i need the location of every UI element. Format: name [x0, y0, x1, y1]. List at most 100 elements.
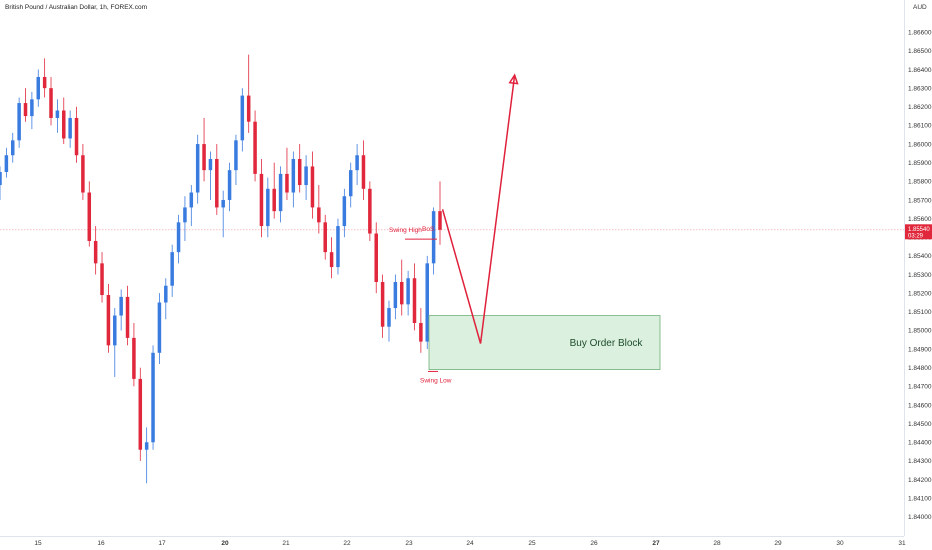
y-tick-label: 1.85200 — [908, 290, 932, 297]
x-tick-label: 20 — [221, 540, 229, 547]
x-tick-label: 24 — [466, 540, 474, 547]
candle-body — [387, 308, 391, 327]
swing-high-label: Swing High — [389, 227, 422, 234]
y-tick-label: 1.86000 — [908, 141, 932, 148]
y-tick-label: 1.84600 — [908, 402, 932, 409]
candle-body — [164, 285, 168, 303]
candle-body — [138, 378, 143, 450]
candle-body — [4, 155, 9, 173]
candle-body — [74, 117, 79, 156]
y-tick-label: 1.84300 — [908, 458, 932, 465]
swing-annotations: Swing High BoS Swing Low — [389, 226, 452, 384]
x-tick-label: 25 — [528, 540, 536, 547]
candle-body — [368, 188, 372, 234]
buy-order-block-zone — [428, 315, 661, 370]
y-tick-label: 1.84900 — [908, 346, 932, 353]
candle-body — [23, 103, 28, 117]
candle-body — [157, 302, 162, 353]
candle-body — [151, 352, 155, 443]
candle-body — [234, 140, 238, 171]
candle-body — [297, 158, 302, 186]
candle-body — [310, 166, 315, 208]
y-tick-label: 1.86500 — [908, 48, 932, 55]
x-tick-label: 29 — [774, 540, 782, 547]
candle-body — [132, 337, 136, 379]
x-tick-label: 23 — [405, 540, 413, 547]
candle-body — [253, 121, 257, 174]
candle-body — [285, 173, 289, 193]
candle-body — [246, 95, 251, 122]
candle-body — [81, 155, 85, 193]
candle-body — [380, 281, 385, 327]
candle-body — [170, 252, 174, 286]
y-tick-label: 1.85000 — [908, 328, 932, 335]
candle-countdown: 03:29 — [908, 233, 924, 239]
x-tick-label: 27 — [652, 540, 660, 547]
candle-body — [189, 192, 194, 208]
candle-body — [119, 296, 123, 316]
candle-body — [215, 158, 219, 208]
current-price-tag — [905, 224, 932, 240]
x-tick-label: 21 — [282, 540, 290, 547]
candle-body — [374, 233, 378, 282]
candle-body — [62, 110, 66, 139]
y-tick-label: 1.85400 — [908, 253, 932, 260]
candlestick-series — [0, 54, 442, 484]
y-tick-label: 1.85800 — [908, 179, 932, 186]
candle-body — [100, 263, 104, 296]
candle-body — [11, 140, 15, 156]
candle-body — [208, 158, 213, 171]
candle-body — [438, 211, 442, 230]
candle-body — [87, 192, 92, 241]
x-tick-label: 17 — [158, 540, 166, 547]
candle-body — [240, 95, 245, 141]
bos-label: BoS — [422, 226, 435, 233]
candle-body — [93, 240, 98, 264]
price-tag: 1.85540 03:29 — [905, 224, 932, 240]
y-tick-label: 1.86400 — [908, 67, 932, 74]
candle-body — [17, 103, 21, 141]
candle-body — [227, 170, 232, 200]
y-tick-label: 1.86600 — [908, 30, 932, 37]
y-tick-label: 1.84200 — [908, 477, 932, 484]
y-tick-label: 1.84100 — [908, 495, 932, 502]
candle-body — [106, 295, 111, 346]
x-tick-label: 30 — [836, 540, 844, 547]
y-tick-label: 1.85900 — [908, 160, 932, 167]
candle-body — [0, 172, 2, 186]
buy-order-block-label: Buy Order Block — [570, 338, 644, 349]
projection-arrow — [441, 73, 519, 344]
arrow-up-icon — [508, 73, 519, 85]
candle-body — [361, 155, 366, 189]
candle-body — [431, 211, 436, 264]
x-tick-label: 16 — [97, 540, 105, 547]
candle-body — [399, 281, 404, 305]
candle-body — [125, 296, 130, 338]
candle-body — [419, 322, 423, 342]
candle-body — [144, 442, 149, 450]
y-tick-label: 1.86100 — [908, 123, 932, 130]
candle-body — [202, 144, 206, 171]
time-axis[interactable]: 15 16 17 20 21 22 23 24 25 26 27 28 29 30 31 — [34, 540, 906, 547]
current-price-value: 1.85540 — [908, 227, 930, 233]
candle-body — [259, 173, 264, 227]
candle-body — [55, 110, 60, 118]
candle-body — [317, 207, 321, 223]
candle-body — [266, 188, 270, 227]
candle-body — [304, 166, 308, 186]
candle-body — [291, 158, 296, 193]
candle-body — [348, 170, 353, 197]
x-tick-label: 22 — [343, 540, 351, 547]
candle-body — [176, 222, 181, 253]
x-tick-label: 31 — [898, 540, 906, 547]
candle-body — [329, 252, 334, 268]
candle-body — [42, 76, 47, 89]
x-tick-label: 15 — [34, 540, 42, 547]
price-axis[interactable]: 1.86600 1.86500 1.86400 1.86300 1.86200 1.861… — [908, 30, 932, 522]
y-tick-label: 1.86200 — [908, 104, 932, 111]
candle-body — [195, 144, 200, 193]
projection-path — [441, 75, 516, 344]
y-tick-label: 1.85700 — [908, 197, 932, 204]
